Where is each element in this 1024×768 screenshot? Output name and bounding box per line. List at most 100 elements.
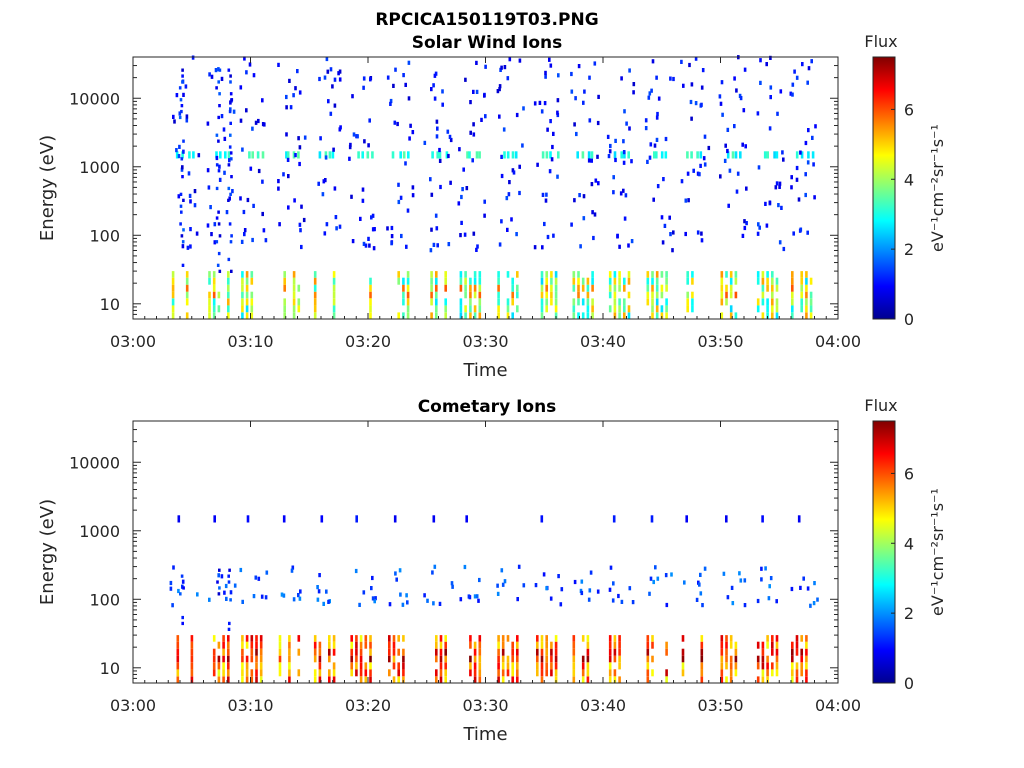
flux-cell bbox=[618, 635, 621, 642]
flux-cell bbox=[297, 298, 301, 306]
flux-cell bbox=[550, 655, 553, 663]
flux-cell bbox=[397, 635, 400, 642]
flux-cell bbox=[653, 151, 656, 159]
flux-cell bbox=[550, 298, 553, 306]
flux-cell bbox=[734, 655, 738, 663]
flux-cell bbox=[618, 277, 621, 285]
flux-cell bbox=[648, 591, 651, 596]
flux-cell bbox=[292, 312, 296, 319]
flux-cell bbox=[370, 586, 373, 591]
flux-cell bbox=[570, 71, 573, 77]
flux-cell bbox=[292, 284, 296, 292]
flux-cell bbox=[280, 592, 284, 597]
x-tick-label: 03:10 bbox=[227, 696, 273, 715]
flux-cell bbox=[734, 662, 738, 670]
flux-cell bbox=[543, 101, 547, 106]
flux-cell bbox=[187, 171, 191, 176]
flux-cell bbox=[811, 151, 815, 159]
flux-cell bbox=[554, 305, 558, 313]
flux-cell bbox=[761, 655, 765, 663]
flux-cell bbox=[646, 298, 650, 306]
flux-cell bbox=[290, 568, 294, 573]
flux-cell bbox=[718, 94, 722, 99]
flux-cell bbox=[761, 298, 765, 306]
flux-cell bbox=[500, 154, 503, 159]
flux-cell bbox=[511, 662, 514, 670]
flux-cell bbox=[581, 655, 585, 663]
flux-cell bbox=[241, 635, 244, 642]
flux-cell bbox=[720, 80, 724, 85]
flux-cell bbox=[354, 568, 358, 574]
flux-cell bbox=[756, 298, 760, 306]
flux-cell bbox=[510, 217, 513, 222]
flux-cell bbox=[738, 93, 742, 98]
flux-cell bbox=[217, 139, 220, 143]
flux-cell bbox=[692, 168, 695, 173]
flux-cell bbox=[373, 227, 376, 232]
flux-cell bbox=[448, 134, 452, 139]
flux-cell bbox=[190, 669, 194, 677]
flux-cell bbox=[478, 277, 482, 285]
flux-cell bbox=[241, 147, 244, 152]
flux-cell bbox=[212, 284, 216, 292]
flux-cell bbox=[171, 271, 175, 278]
flux-cell bbox=[700, 648, 704, 656]
flux-cell bbox=[506, 312, 510, 319]
flux-cell bbox=[545, 291, 548, 299]
x-tick-label: 03:50 bbox=[697, 696, 743, 715]
flux-cell bbox=[467, 594, 471, 599]
flux-cell bbox=[478, 669, 482, 677]
flux-cell bbox=[665, 271, 668, 278]
flux-cell bbox=[241, 277, 244, 285]
flux-cell bbox=[190, 641, 194, 649]
flux-cell bbox=[660, 291, 664, 299]
flux-cell bbox=[406, 305, 410, 313]
flux-cell bbox=[178, 144, 181, 149]
flux-cell bbox=[545, 151, 549, 159]
flux-cell bbox=[259, 641, 263, 649]
flux-cell bbox=[180, 210, 183, 214]
flux-cell bbox=[224, 151, 227, 159]
flux-cell bbox=[426, 598, 429, 603]
flux-cell bbox=[190, 662, 194, 670]
flux-cell bbox=[241, 305, 244, 313]
flux-cell bbox=[657, 96, 661, 101]
flux-cell bbox=[473, 669, 477, 677]
flux-cell bbox=[241, 676, 244, 683]
flux-cell bbox=[395, 577, 398, 582]
flux-cell bbox=[213, 240, 217, 245]
flux-cell bbox=[586, 635, 590, 642]
flux-cell bbox=[800, 669, 803, 677]
flux-cell bbox=[771, 635, 774, 642]
flux-cell bbox=[217, 115, 220, 120]
flux-cell bbox=[729, 641, 733, 649]
flux-cell bbox=[744, 144, 747, 149]
flux-cell bbox=[809, 291, 813, 299]
flux-cell bbox=[800, 271, 803, 278]
flux-cell bbox=[731, 601, 735, 606]
flux-cell bbox=[406, 277, 410, 285]
flux-cell bbox=[369, 676, 372, 683]
flux-cell bbox=[780, 205, 783, 210]
flux-cell bbox=[650, 88, 653, 93]
flux-cell bbox=[805, 635, 808, 642]
flux-cell bbox=[292, 151, 296, 159]
flux-cell bbox=[351, 239, 355, 244]
flux-cell bbox=[791, 312, 794, 319]
x-tick-label: 04:00 bbox=[815, 332, 861, 351]
flux-cell bbox=[228, 568, 231, 572]
flux-cell bbox=[318, 669, 322, 677]
flux-cell bbox=[228, 621, 231, 626]
flux-cell bbox=[791, 669, 794, 677]
flux-cell bbox=[734, 641, 738, 649]
flux-cell bbox=[756, 271, 760, 278]
flux-cell bbox=[670, 572, 673, 577]
flux-cell bbox=[402, 298, 405, 306]
flux-cell bbox=[220, 76, 224, 81]
flux-cell bbox=[646, 277, 650, 285]
flux-cell bbox=[622, 139, 625, 144]
flux-cell bbox=[655, 115, 659, 120]
flux-cell bbox=[171, 291, 175, 299]
flux-cell bbox=[411, 193, 415, 198]
flux-cell bbox=[608, 655, 612, 663]
